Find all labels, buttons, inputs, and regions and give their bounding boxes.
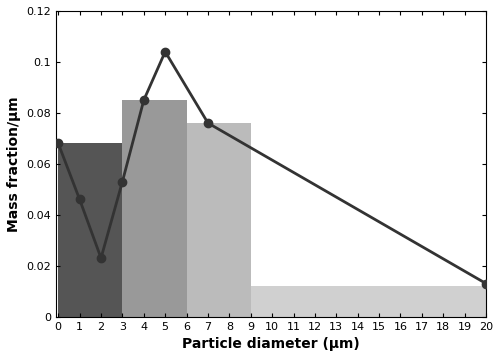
Bar	[250, 286, 486, 316]
Bar	[186, 123, 250, 316]
Bar	[122, 100, 186, 316]
X-axis label: Particle diameter (μm): Particle diameter (μm)	[182, 337, 360, 351]
Y-axis label: Mass fraction/μm: Mass fraction/μm	[7, 96, 21, 232]
Bar	[58, 144, 122, 316]
